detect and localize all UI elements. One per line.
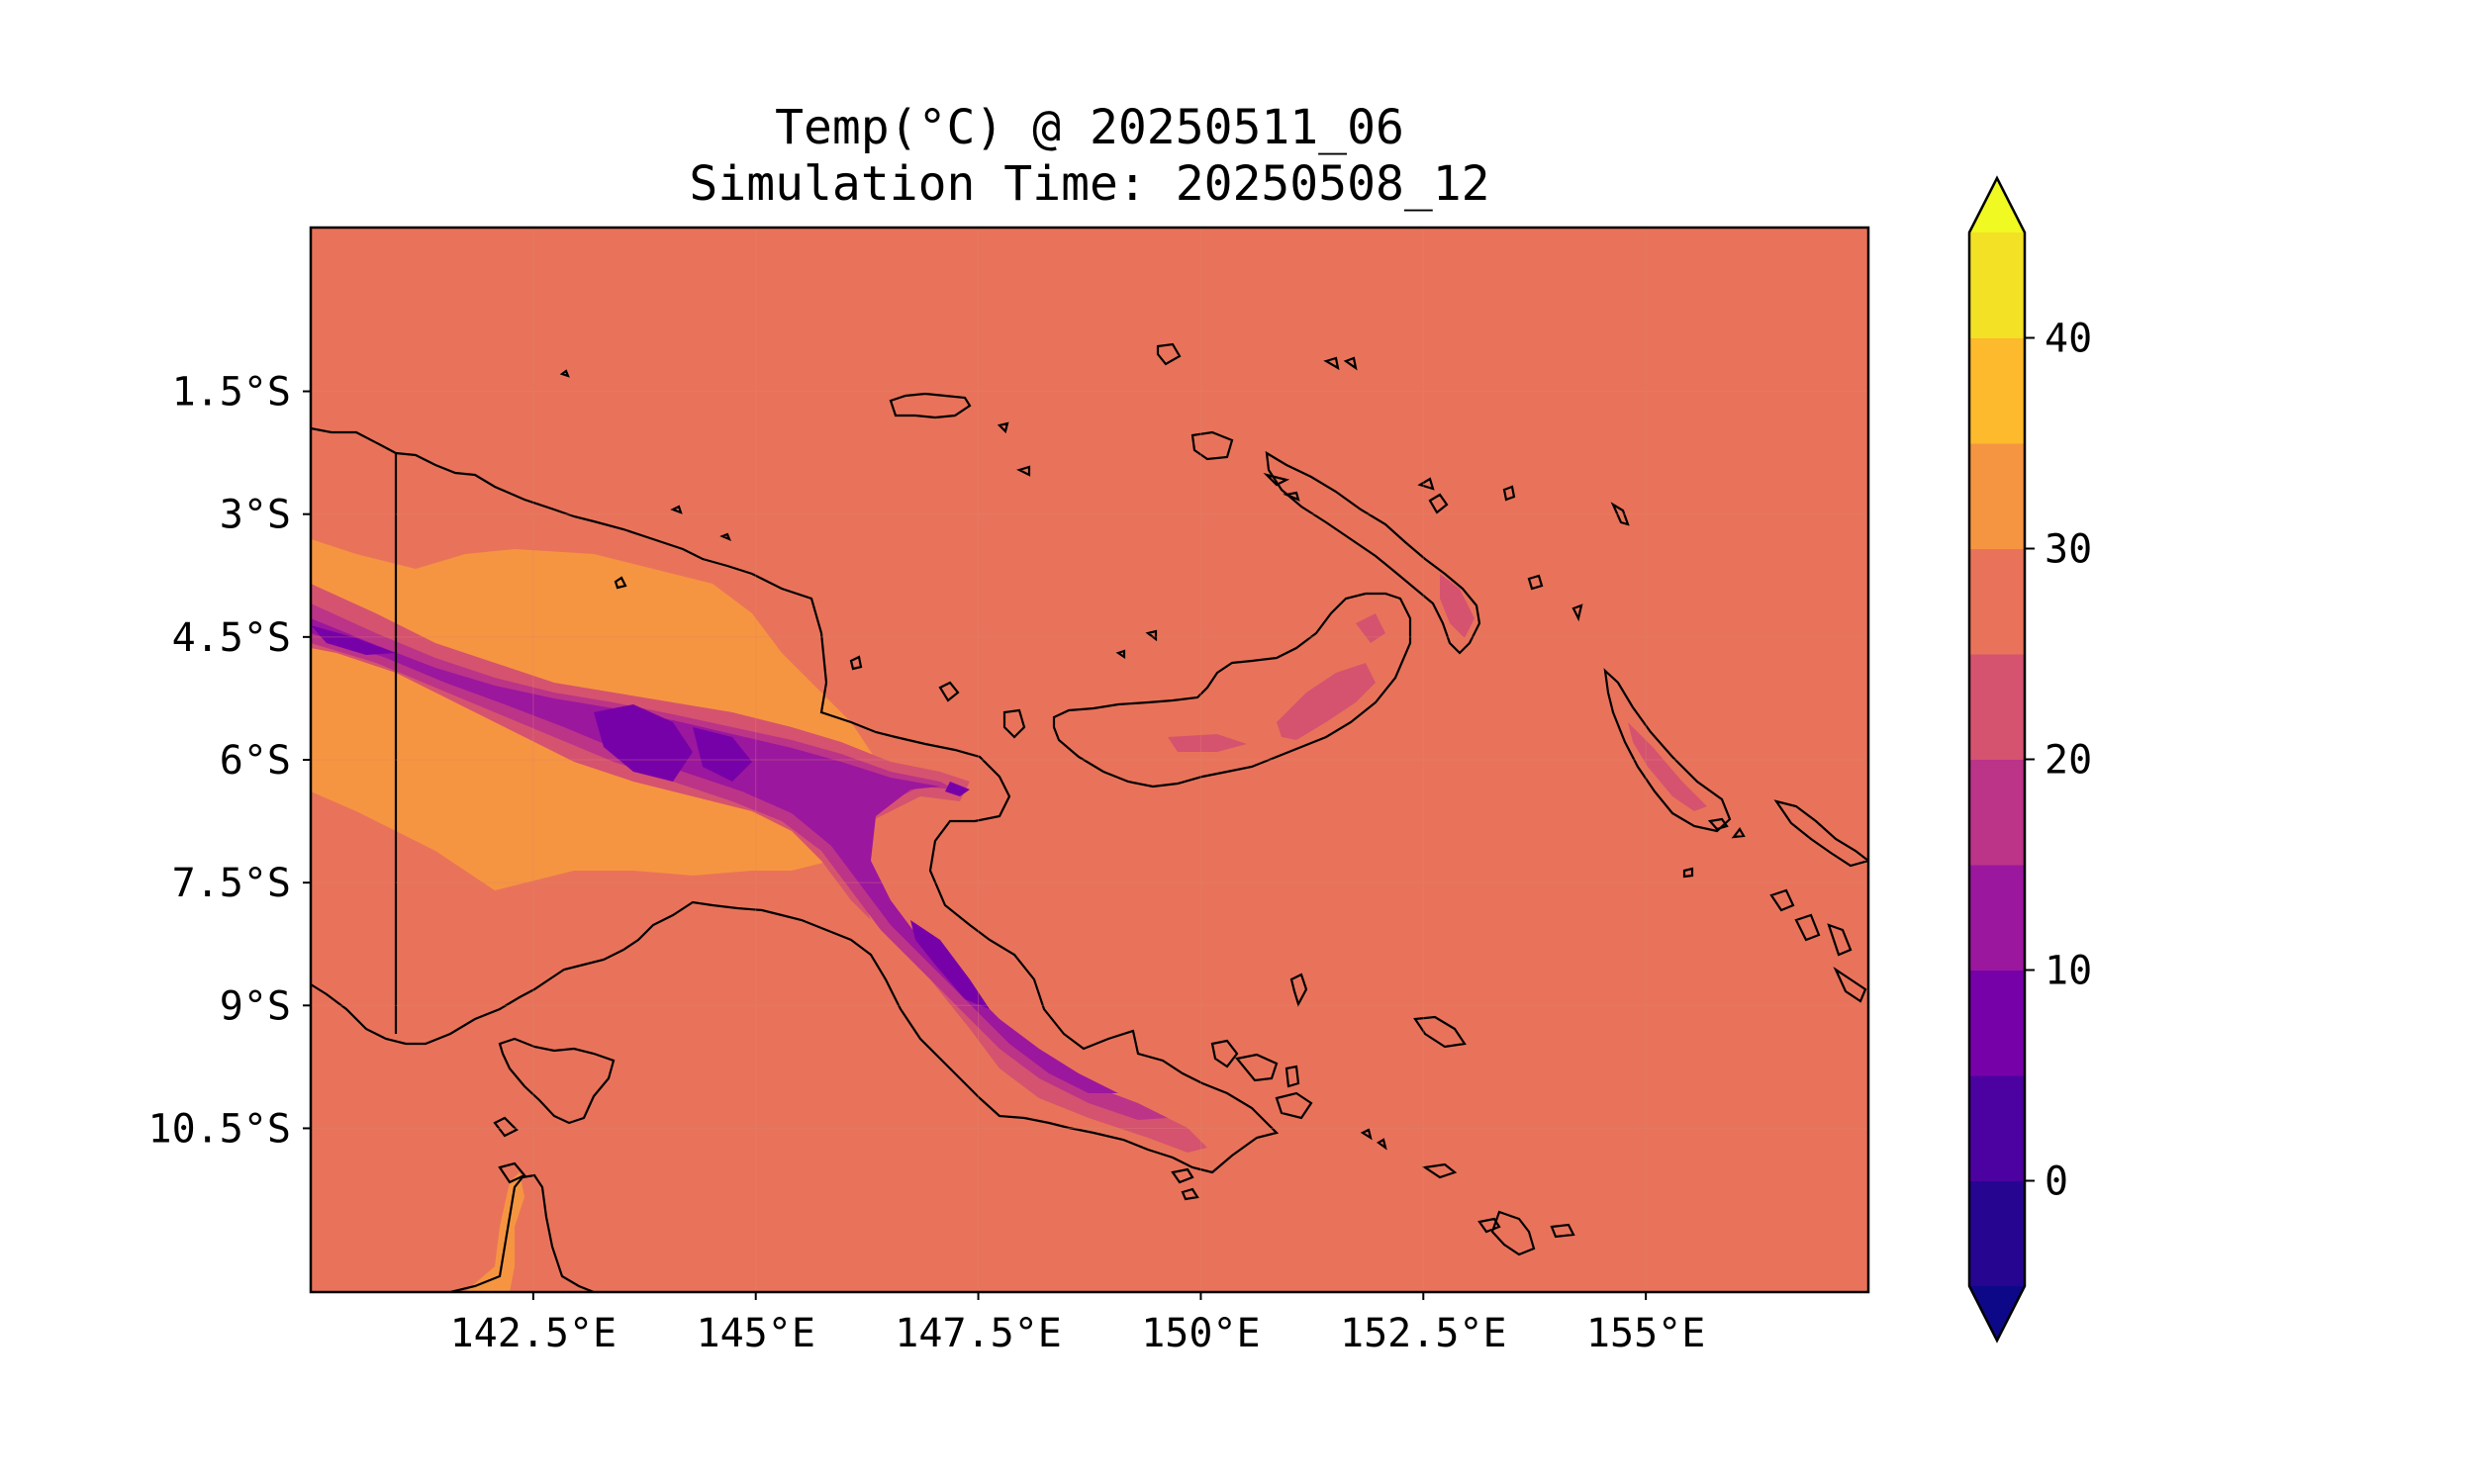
new-britain-cool-band <box>1168 613 1385 752</box>
y-tick-label: 10.5°S <box>148 1106 292 1152</box>
new-ireland-field <box>1267 455 1479 653</box>
y-tick-label: 1.5°S <box>172 370 291 416</box>
colorbar-segment <box>1969 970 2025 1076</box>
colorbar-segment <box>1969 1075 2025 1181</box>
y-tick-label: 7.5°S <box>172 861 291 906</box>
x-axis: 142.5°E 145°E 147.5°E 150°E 152.5°E 155°E <box>450 1292 1705 1356</box>
chart-subtitle: Simulation Time: 20250508_12 <box>689 156 1490 212</box>
colorbar-segment <box>1969 759 2025 866</box>
chart-title: Temp(°C) @ 20250511_06 <box>775 100 1404 155</box>
y-tick-label: 9°S <box>220 983 291 1029</box>
gridlines <box>311 228 1868 1292</box>
colorbar-frame <box>1967 175 2027 1344</box>
colorbar-tick-label: 20 <box>2045 738 2092 784</box>
x-tick-label: 150°E <box>1141 1311 1260 1356</box>
new-britain-coastline <box>1052 592 1412 788</box>
y-tick-label: 3°S <box>220 493 291 538</box>
bougainville-cool-band <box>1628 722 1707 811</box>
bougainville-coastline <box>1603 668 1732 833</box>
colorbar-segment <box>1969 1180 2025 1287</box>
map-panel: 142.5°E 145°E 147.5°E 150°E 152.5°E 155°E 1.5… <box>148 226 1870 1356</box>
colorbar-tick-label: 40 <box>2045 317 2092 362</box>
new-ireland-coastline <box>1265 450 1481 655</box>
new-guinea-coastline <box>311 426 1280 1174</box>
colorbar-tick-label: 0 <box>2045 1159 2068 1205</box>
coastlines <box>311 342 1868 1292</box>
island-coastlines <box>559 342 1868 1256</box>
bougainville-field <box>1608 673 1732 831</box>
colorbar-segment <box>1969 548 2025 655</box>
colorbar-segment <box>1969 337 2025 444</box>
y-axis: 1.5°S 3°S 4.5°S 6°S 7.5°S 9°S 10.5°S <box>148 370 311 1152</box>
contour-15-20 <box>311 603 1168 1120</box>
colorbar-segment <box>1969 232 2025 338</box>
colorbar: 0 10 20 30 40 <box>1967 175 2092 1344</box>
manus-coastline <box>889 392 972 419</box>
x-tick-label: 145°E <box>697 1311 815 1356</box>
temperature-contours <box>311 428 1732 1292</box>
y-tick-label: 6°S <box>220 738 291 784</box>
x-tick-label: 155°E <box>1586 1311 1705 1356</box>
colorbar-segment <box>1969 865 2025 971</box>
colorbar-over-arrow <box>1969 178 2025 232</box>
y-tick-label: 4.5°S <box>172 615 291 661</box>
x-tick-label: 152.5°E <box>1340 1311 1507 1356</box>
x-tick-label: 147.5°E <box>895 1311 1062 1356</box>
colorbar-segment <box>1969 443 2025 549</box>
colorbar-tick-label: 30 <box>2045 527 2092 573</box>
x-tick-label: 142.5°E <box>450 1311 618 1356</box>
colorbar-under-arrow <box>1969 1286 2025 1341</box>
cape-york-coastline <box>449 1173 595 1292</box>
colorbar-segment <box>1969 654 2025 760</box>
new-ireland-cool-band <box>1440 574 1475 638</box>
colorbar-tick-label: 10 <box>2045 949 2092 994</box>
torres-strait-coastline <box>493 1037 616 1184</box>
cape-york-field <box>465 1172 524 1292</box>
